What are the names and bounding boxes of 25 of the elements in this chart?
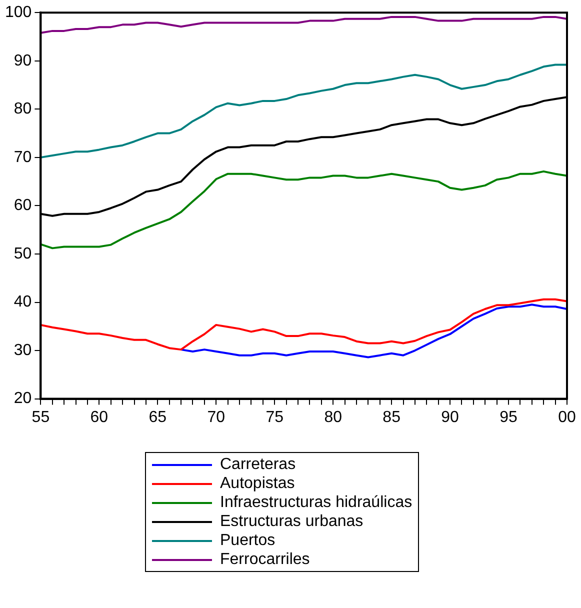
x-tick-label: 70	[207, 408, 226, 426]
legend-label: Estructuras urbanas	[220, 512, 364, 531]
x-tick-label: 95	[500, 408, 518, 426]
x-tick-label: 65	[148, 408, 167, 426]
y-tick-label: 90	[14, 52, 32, 70]
x-tick-label: 75	[266, 408, 284, 426]
x-tick-label: 55	[32, 408, 50, 426]
legend-label: Puertos	[220, 531, 276, 550]
y-tick-label: 40	[14, 294, 32, 311]
legend-label: Infraestructuras hidraúlicas	[220, 493, 412, 512]
legend-label: Autopistas	[220, 474, 295, 493]
x-tick-label: 60	[90, 408, 108, 426]
y-tick-label: 20	[14, 390, 32, 408]
legend-label: Ferrocarriles	[220, 550, 310, 569]
x-tick-label: 85	[382, 408, 401, 426]
x-tick-label: 90	[441, 408, 460, 426]
y-tick-label: 50	[14, 245, 32, 262]
x-tick-label: 80	[324, 408, 342, 426]
y-tick-label: 70	[14, 148, 32, 166]
y-tick-label: 100	[4, 4, 32, 22]
y-tick-label: 80	[14, 100, 32, 118]
y-tick-label: 60	[14, 197, 32, 214]
y-tick-label: 30	[14, 342, 32, 359]
x-tick-label: 00	[558, 408, 576, 426]
legend-label: Carreteras	[220, 455, 296, 474]
